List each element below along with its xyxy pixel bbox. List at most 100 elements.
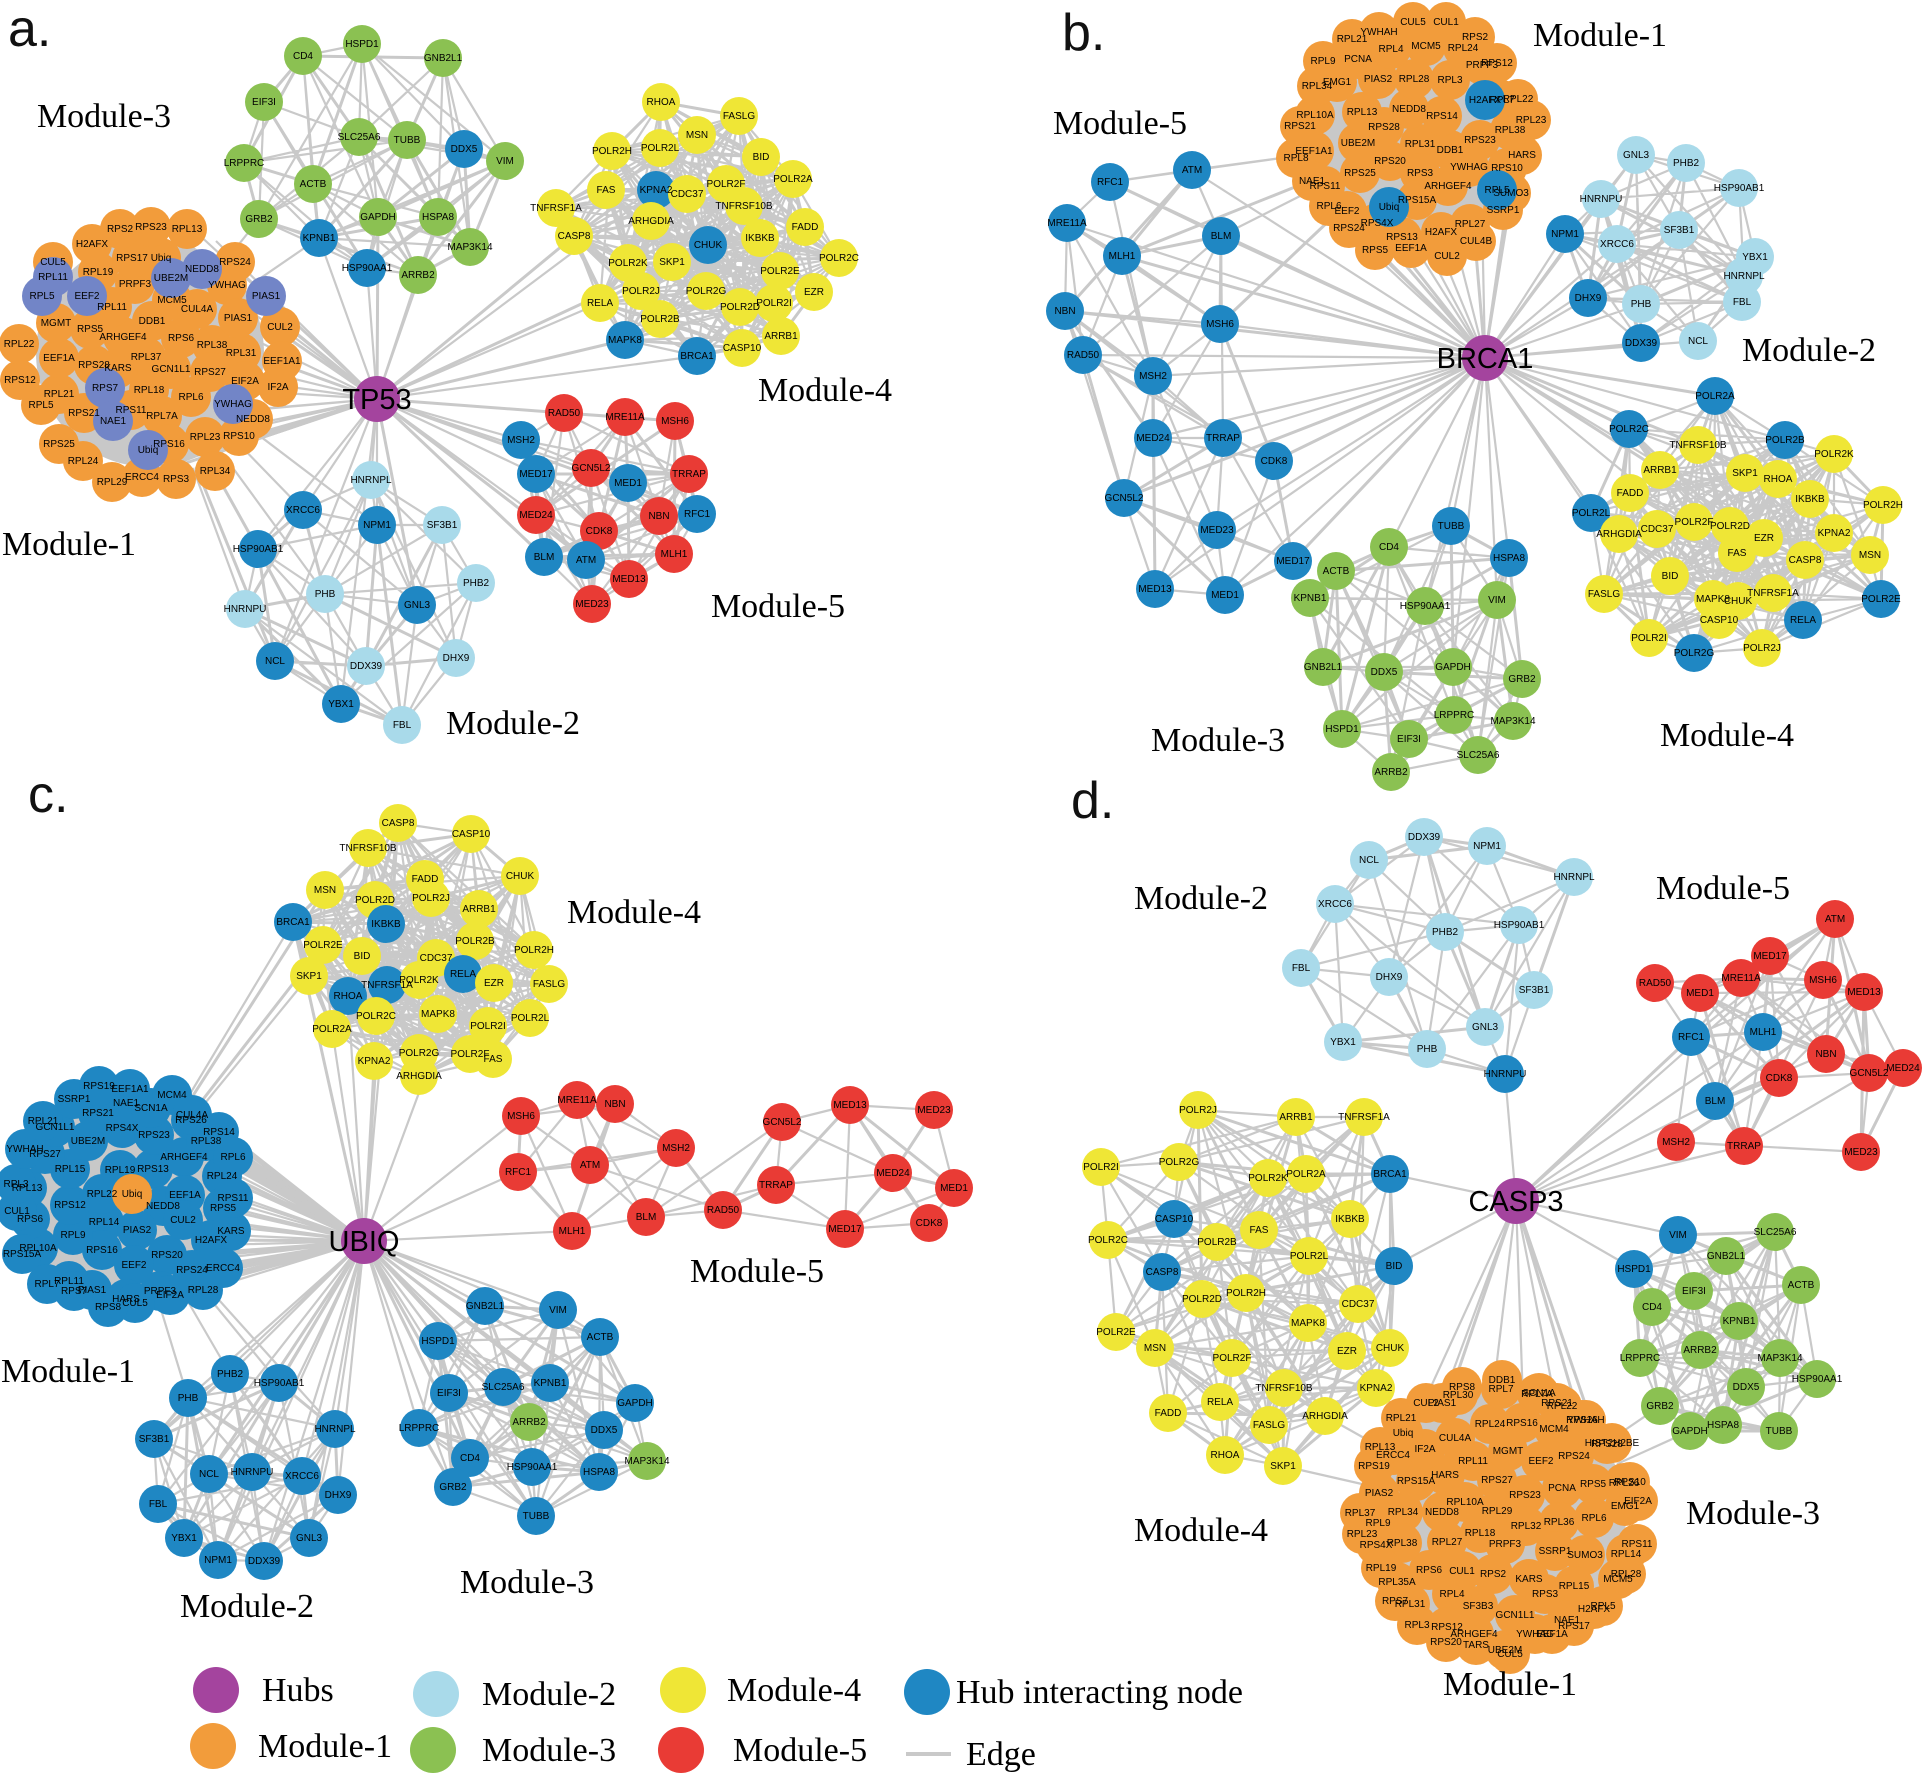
svg-text:RPS5: RPS5 xyxy=(1362,245,1389,256)
svg-text:POLR2L: POLR2L xyxy=(641,143,680,154)
svg-text:EEF1A1: EEF1A1 xyxy=(1295,146,1333,157)
svg-text:DHX9: DHX9 xyxy=(443,653,470,664)
svg-text:RPL5: RPL5 xyxy=(29,291,54,302)
svg-text:YBX1: YBX1 xyxy=(328,699,354,710)
svg-text:RAD50: RAD50 xyxy=(1067,350,1100,361)
svg-text:RPS27: RPS27 xyxy=(29,1149,61,1160)
svg-text:RPS4X: RPS4X xyxy=(106,1123,139,1134)
svg-text:HNRNPU: HNRNPU xyxy=(224,604,267,615)
svg-text:CASP10: CASP10 xyxy=(723,343,762,354)
svg-text:CUL4A: CUL4A xyxy=(176,1110,209,1121)
svg-text:HSPA8: HSPA8 xyxy=(1707,1420,1739,1431)
svg-text:RPL11: RPL11 xyxy=(1458,1456,1488,1467)
svg-text:PHB: PHB xyxy=(1417,1044,1438,1055)
svg-text:CDK8: CDK8 xyxy=(1766,1073,1793,1084)
svg-text:HSPD1: HSPD1 xyxy=(421,1336,455,1347)
svg-text:MED23: MED23 xyxy=(575,599,609,610)
svg-text:BRCA1: BRCA1 xyxy=(680,351,714,362)
svg-text:RPL6: RPL6 xyxy=(1316,201,1341,212)
svg-text:Module-3: Module-3 xyxy=(1151,722,1285,759)
svg-text:RPL35A: RPL35A xyxy=(1378,1577,1416,1588)
svg-text:MRE11A: MRE11A xyxy=(605,412,645,423)
svg-text:YWHAG: YWHAG xyxy=(214,399,252,410)
svg-text:PRPF3: PRPF3 xyxy=(1466,60,1499,71)
svg-text:POLR2K: POLR2K xyxy=(1248,1173,1288,1184)
svg-text:RPS23: RPS23 xyxy=(138,1130,170,1141)
svg-text:TRRAP: TRRAP xyxy=(1206,433,1240,444)
svg-text:EIF2A: EIF2A xyxy=(231,376,259,387)
svg-text:CDK8: CDK8 xyxy=(916,1218,943,1229)
svg-text:RAD50: RAD50 xyxy=(707,1205,740,1216)
svg-text:GNB2L1: GNB2L1 xyxy=(424,53,463,64)
svg-text:SSRP1: SSRP1 xyxy=(58,1094,91,1105)
svg-text:MED17: MED17 xyxy=(1753,951,1787,962)
svg-text:RPL34: RPL34 xyxy=(1302,81,1333,92)
svg-text:RPS16: RPS16 xyxy=(86,1245,118,1256)
svg-text:Module-5: Module-5 xyxy=(1656,870,1790,907)
svg-text:POLR2H: POLR2H xyxy=(1863,500,1903,511)
svg-text:PHB: PHB xyxy=(178,1393,199,1404)
svg-text:NAE1: NAE1 xyxy=(100,416,127,427)
svg-text:PIAS1: PIAS1 xyxy=(1428,1398,1457,1409)
svg-text:Ubiq: Ubiq xyxy=(1393,1428,1414,1439)
svg-text:RFC1: RFC1 xyxy=(1097,177,1124,188)
svg-text:DDX5: DDX5 xyxy=(591,1425,618,1436)
svg-text:MGMT: MGMT xyxy=(1493,1446,1524,1457)
svg-text:FBL: FBL xyxy=(1733,297,1752,308)
svg-text:RPL23: RPL23 xyxy=(190,432,221,443)
svg-text:GNB2L1: GNB2L1 xyxy=(1304,662,1343,673)
svg-text:RPL31: RPL31 xyxy=(1395,1599,1426,1610)
svg-text:RPS20: RPS20 xyxy=(151,1250,183,1261)
svg-text:BRCA1: BRCA1 xyxy=(1373,1169,1407,1180)
svg-text:FBL: FBL xyxy=(149,1499,168,1510)
svg-text:RPL6: RPL6 xyxy=(220,1152,245,1163)
svg-text:POLR2C: POLR2C xyxy=(356,1011,396,1022)
svg-text:ARHGEF4: ARHGEF4 xyxy=(160,1152,208,1163)
svg-text:MLH1: MLH1 xyxy=(661,549,688,560)
svg-text:RPS25: RPS25 xyxy=(1344,168,1376,179)
svg-text:CD4: CD4 xyxy=(460,1453,480,1464)
svg-text:TRRAP: TRRAP xyxy=(1727,1141,1761,1152)
svg-text:RPS16: RPS16 xyxy=(153,439,185,450)
svg-text:YWHAH: YWHAH xyxy=(1567,1415,1604,1426)
svg-text:CDK8: CDK8 xyxy=(1261,456,1288,467)
svg-text:RPL27: RPL27 xyxy=(1455,219,1486,230)
svg-text:MSN: MSN xyxy=(686,130,708,141)
svg-text:CUL4B: CUL4B xyxy=(1460,236,1493,247)
svg-text:Ubiq: Ubiq xyxy=(122,1189,143,1200)
svg-text:RPL3: RPL3 xyxy=(1404,1620,1429,1631)
svg-text:PIAS1: PIAS1 xyxy=(224,313,253,324)
svg-text:LRPPRC: LRPPRC xyxy=(399,1423,440,1434)
svg-text:RPS25: RPS25 xyxy=(43,439,75,450)
svg-text:RPL28: RPL28 xyxy=(188,1285,219,1296)
svg-text:Module-5: Module-5 xyxy=(733,1732,867,1769)
svg-text:Module-1: Module-1 xyxy=(1533,17,1667,54)
svg-text:MED1: MED1 xyxy=(614,478,642,489)
svg-text:RPL27: RPL27 xyxy=(1432,1537,1463,1548)
svg-text:TNFRSF10B: TNFRSF10B xyxy=(715,201,773,212)
svg-text:RPL29: RPL29 xyxy=(1482,1506,1513,1517)
svg-text:CASP8: CASP8 xyxy=(1146,1267,1179,1278)
svg-text:PHB2: PHB2 xyxy=(463,578,490,589)
svg-text:RPS23: RPS23 xyxy=(1509,1490,1541,1501)
svg-text:DDX39: DDX39 xyxy=(1625,338,1658,349)
svg-text:KPNA2: KPNA2 xyxy=(640,185,673,196)
svg-text:RPL38: RPL38 xyxy=(191,1136,222,1147)
svg-text:RPL38: RPL38 xyxy=(1387,1538,1418,1549)
svg-text:ERCC4: ERCC4 xyxy=(125,472,159,483)
svg-text:ARHGEF4: ARHGEF4 xyxy=(1450,1629,1498,1640)
svg-text:POLR2L: POLR2L xyxy=(511,1013,550,1024)
svg-text:GRB2: GRB2 xyxy=(1646,1401,1674,1412)
svg-text:POLR2G: POLR2G xyxy=(1674,648,1715,659)
svg-text:HSPA8: HSPA8 xyxy=(422,212,454,223)
svg-text:RPL22: RPL22 xyxy=(1547,1401,1578,1412)
svg-text:RPL21: RPL21 xyxy=(1337,34,1368,45)
svg-text:MAP3K14: MAP3K14 xyxy=(1757,1353,1802,1364)
svg-text:DDX5: DDX5 xyxy=(1371,667,1398,678)
svg-text:POLR2E: POLR2E xyxy=(303,940,343,951)
svg-text:RPL7: RPL7 xyxy=(1489,95,1514,106)
svg-text:GAPDH: GAPDH xyxy=(1435,662,1471,673)
svg-text:RPS19: RPS19 xyxy=(83,1081,115,1092)
svg-text:MSH2: MSH2 xyxy=(507,435,535,446)
svg-text:POLR2K: POLR2K xyxy=(608,258,648,269)
